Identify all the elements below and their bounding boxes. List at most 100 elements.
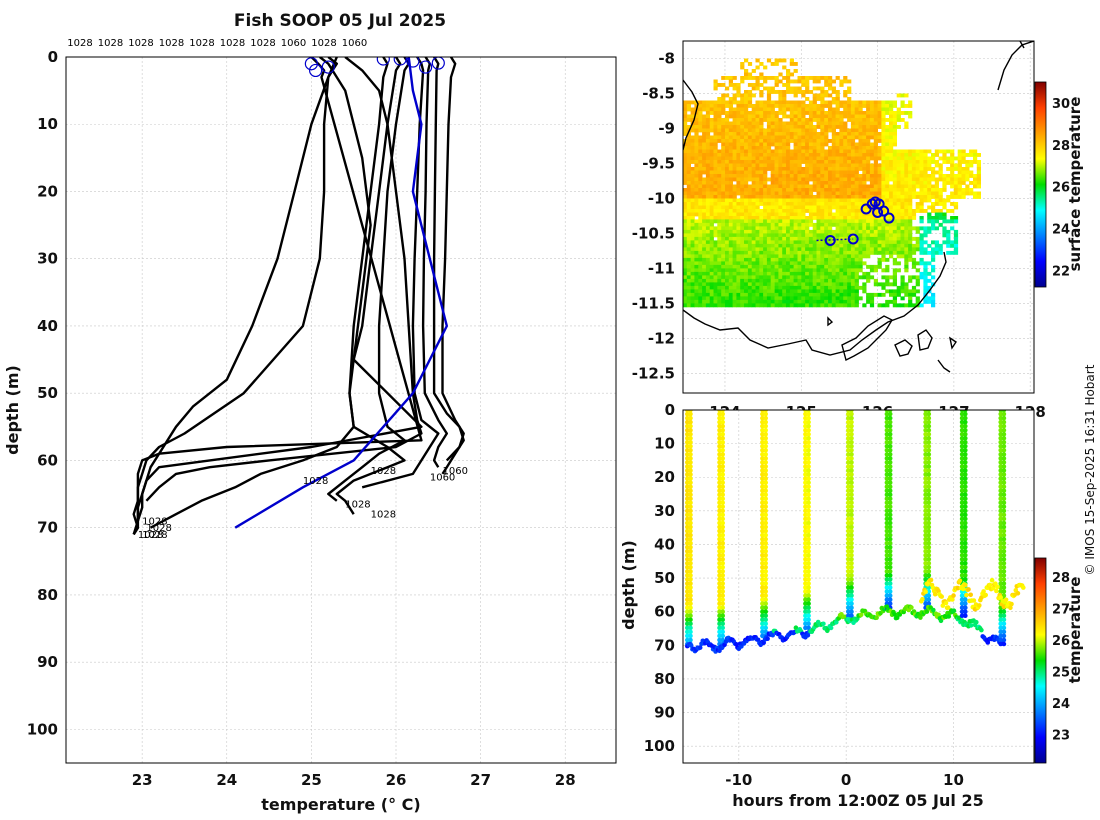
profile-line-p6	[327, 57, 410, 502]
sst-cell	[885, 177, 890, 182]
sst-cell	[686, 229, 691, 234]
sst-cell	[835, 118, 840, 122]
sst-cell	[816, 271, 821, 276]
sst-cell	[763, 100, 768, 105]
sst-cell	[904, 216, 909, 220]
section-point	[763, 423, 768, 429]
sst-cell	[805, 285, 810, 290]
sst-cell	[763, 222, 768, 227]
sst-cell	[740, 229, 745, 234]
sst-cell	[881, 303, 886, 308]
sst-cell	[797, 275, 802, 280]
section-point	[760, 528, 765, 534]
section-point	[846, 528, 851, 534]
sst-cell	[725, 303, 730, 308]
sst-cell	[957, 167, 962, 171]
section-point	[685, 528, 690, 534]
sst-cell	[686, 114, 691, 119]
section-point	[849, 609, 854, 614]
section-point	[717, 456, 722, 461]
section-point	[849, 581, 854, 586]
sst-cell	[805, 132, 810, 136]
sst-cell	[808, 198, 814, 203]
sst-cell	[805, 167, 810, 171]
section-point	[685, 601, 690, 606]
sst-cell	[702, 303, 707, 308]
sst-cell	[740, 243, 745, 248]
sst-cell	[789, 275, 794, 280]
sst-cell	[759, 174, 764, 178]
sst-cell	[759, 303, 764, 308]
sst-cell	[774, 128, 779, 133]
sst-cell	[927, 184, 932, 189]
sst-cell	[786, 299, 791, 304]
section-point	[887, 597, 893, 602]
sst-cell	[782, 278, 787, 283]
section-point	[884, 548, 890, 554]
sst-cell	[889, 205, 894, 210]
sst-cell	[751, 226, 756, 231]
sst-cell	[740, 132, 745, 136]
sst-cell	[717, 257, 722, 262]
sst-cell	[782, 264, 787, 269]
sst-cell	[759, 111, 764, 115]
sst-cell	[747, 104, 753, 108]
sst-cell	[766, 250, 772, 255]
sst-cell	[915, 209, 920, 213]
sst-cell	[869, 167, 875, 171]
sst-cell	[850, 118, 856, 122]
sst-cell	[763, 212, 768, 217]
section-point	[763, 520, 768, 526]
sst-cell	[877, 191, 882, 196]
sst-cell	[717, 100, 722, 105]
sst-cell	[828, 149, 833, 154]
sst-cell	[919, 195, 924, 199]
sst-cell	[812, 118, 817, 122]
section-point	[828, 625, 834, 631]
sst-cell	[683, 275, 688, 280]
sst-cell	[854, 114, 859, 119]
sst-cell	[854, 191, 859, 196]
sst-cell	[885, 146, 890, 150]
sst-cell	[709, 271, 714, 276]
section-point	[849, 573, 854, 578]
profile-top-label: 1028	[250, 38, 275, 49]
sst-cell	[690, 278, 695, 283]
section-point	[688, 613, 693, 618]
section-point	[763, 440, 768, 445]
sst-cell	[786, 261, 791, 266]
sst-cell	[728, 188, 733, 192]
section-point	[685, 597, 690, 602]
sst-cell	[732, 243, 737, 248]
sst-cell	[873, 188, 878, 192]
sst-cell	[808, 107, 814, 112]
sst-cell	[808, 153, 814, 157]
sst-cell	[721, 292, 726, 297]
sst-cell	[744, 142, 749, 147]
sst-cell	[709, 285, 714, 290]
section-point	[887, 492, 893, 498]
sst-cell	[831, 132, 836, 136]
sst-cell	[839, 79, 844, 84]
sst-cell	[885, 275, 890, 280]
sst-cell	[889, 174, 894, 178]
sst-cell	[774, 268, 779, 273]
sst-cell	[725, 233, 730, 238]
sst-cell	[843, 268, 848, 273]
sst-cell	[766, 149, 772, 154]
sst-cell	[797, 163, 802, 168]
sst-cell	[747, 174, 753, 178]
sst-cell	[728, 146, 733, 150]
sst-cell	[877, 222, 882, 227]
section-point	[846, 597, 851, 602]
sst-cell	[915, 149, 920, 154]
sst-cell	[774, 142, 779, 147]
sst-cell	[702, 296, 707, 301]
sst-cell	[782, 160, 787, 164]
sst-cell	[892, 222, 897, 227]
sst-cell	[728, 76, 733, 80]
sst-cell	[889, 135, 894, 140]
sst-cell	[797, 135, 802, 140]
sst-cell	[766, 243, 772, 248]
sst-cell	[732, 275, 737, 280]
